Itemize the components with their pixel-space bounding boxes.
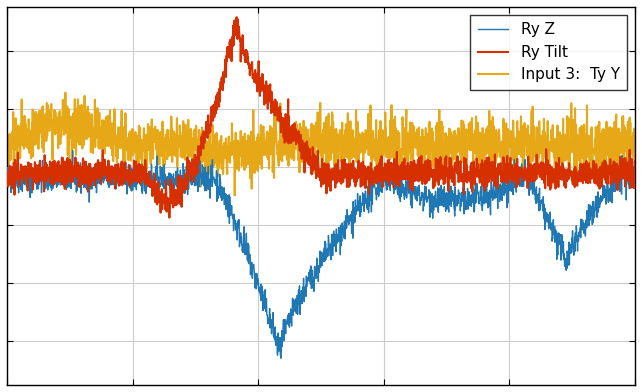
Input 3:  Ty Y: (0.487, 0.0138): Ty Y: (0.487, 0.0138) (309, 161, 317, 165)
Ry Tilt (3, 175, 11, 180)
Input 3:  Ty Y: (0.051, 0.191): Ty Y: (0.051, 0.191) (35, 109, 43, 114)
Ry Z (3, 172, 11, 177)
Input 3:  Ty Y: (0.788, 0.0499): Ty Y: (0.788, 0.0499) (498, 150, 506, 155)
Ry Z (293, 311, 300, 316)
Ry Tilt (233, 15, 241, 20)
Input 3:  Ty Y: (1, 0.0273): Ty Y: (1, 0.0273) (631, 157, 639, 162)
Ry Tilt (309, 153, 317, 158)
Input 3:  Ty Y: (0, 0.0411): Ty Y: (0, 0.0411) (3, 152, 11, 157)
Line: Input 3:  Ty Y: Input 3: Ty Y (7, 93, 635, 195)
Line: Ry Z: Ry Z (7, 151, 635, 358)
Ry Tilt (166, 215, 173, 220)
Input 3:  Ty Y: (0.461, 0.0937): Ty Y: (0.461, 0.0937) (293, 137, 300, 142)
Ry Z (614, 179, 621, 183)
Ry Tilt (614, 188, 621, 192)
Input 3:  Ty Y: (0.093, 0.255): Ty Y: (0.093, 0.255) (62, 90, 69, 95)
Input 3:  Ty Y: (0.971, 0.08): Ty Y: (0.971, 0.08) (613, 141, 621, 146)
Ry Z (613, 174, 621, 179)
Input 3:  Ty Y: (0.363, -0.0978): Ty Y: (0.363, -0.0978) (231, 193, 239, 198)
Ry Z (309, 276, 317, 281)
Ry Z (498, 198, 506, 203)
Input 3:  Ty Y: (0.972, 0.0105): Ty Y: (0.972, 0.0105) (614, 162, 621, 166)
Ry Z (69, 148, 76, 153)
Ry Z (631, 181, 639, 186)
Ry Tilt (35, 177, 43, 181)
Ry Tilt (498, 176, 506, 181)
Legend: Ry Z, Ry Tilt, Input 3:  Ty Y: Ry Z, Ry Tilt, Input 3: Ty Y (470, 15, 627, 90)
Ry Z (277, 356, 285, 361)
Ry Z (35, 179, 43, 183)
Line: Ry Tilt: Ry Tilt (7, 17, 635, 218)
Ry Tilt (631, 168, 639, 172)
Ry Tilt (293, 132, 300, 136)
Ry Tilt (613, 175, 621, 180)
